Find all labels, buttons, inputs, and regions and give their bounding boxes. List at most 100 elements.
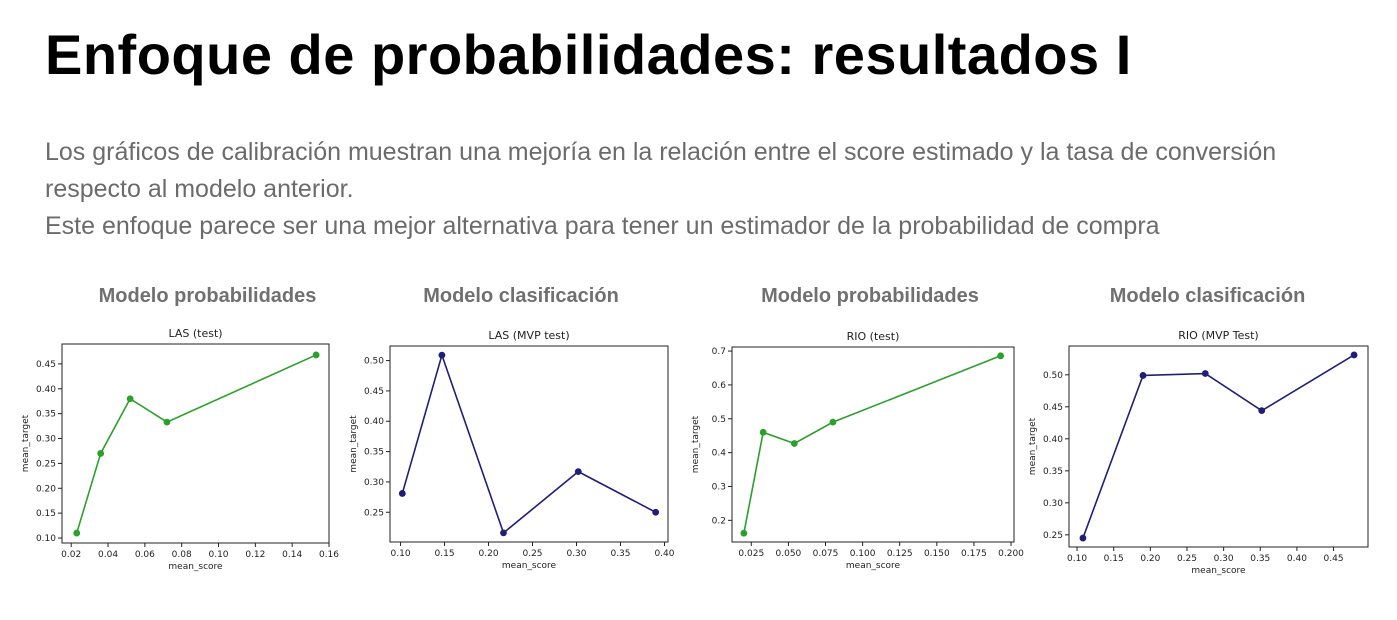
chart-title: RIO (MVP Test) — [1178, 329, 1258, 342]
x-tick-label: 0.150 — [924, 549, 950, 559]
data-point — [1350, 351, 1358, 359]
plot-frame — [731, 346, 1015, 543]
x-tick-label: 0.10 — [391, 549, 411, 559]
x-tick-label: 0.100 — [850, 549, 876, 559]
y-axis-label: mean_target — [1028, 417, 1038, 475]
x-tick-label: 0.04 — [98, 550, 118, 560]
x-tick-label: 0.025 — [738, 549, 764, 559]
x-tick-label: 0.14 — [282, 550, 302, 560]
chart-title: LAS (test) — [168, 327, 222, 340]
x-tick-label: 0.30 — [566, 549, 586, 559]
y-tick-label: 0.30 — [364, 478, 384, 488]
y-tick-label: 0.45 — [1043, 403, 1063, 413]
panel-heading: Modelo clasificación — [423, 285, 619, 307]
x-tick-label: 0.16 — [319, 550, 339, 560]
y-tick-label: 0.30 — [36, 435, 56, 445]
slide-title: Enfoque de probabilidades: resultados I — [45, 23, 1132, 86]
chart-title: RIO (test) — [847, 330, 900, 343]
body-paragraph-2: Este enfoque parece ser una mejor altern… — [45, 212, 1160, 240]
x-tick-label: 0.20 — [1140, 554, 1160, 564]
x-axis-label: mean_score — [502, 561, 557, 571]
calibration-chart-rio-mvp: RIO (MVP Test) 0.10 0.15 0.20 0.25 0.30 0.35 0.… — [1028, 329, 1369, 576]
y-tick-label: 0.20 — [36, 484, 56, 494]
x-axis-label: mean_score — [168, 562, 223, 572]
x-tick-label: 0.12 — [245, 550, 265, 560]
y-tick-label: 0.7 — [712, 347, 726, 357]
data-point — [500, 529, 507, 537]
y-tick-label: 0.50 — [1043, 371, 1063, 381]
y-tick-label: 0.40 — [1043, 435, 1063, 445]
data-point — [997, 352, 1005, 360]
body-paragraph-1: Los gráficos de calibración muestran una… — [45, 138, 1277, 203]
data-point — [1139, 372, 1147, 379]
y-tick-label: 0.35 — [364, 448, 384, 458]
y-tick-label: 0.45 — [36, 360, 56, 370]
data-point — [1079, 534, 1087, 542]
x-axis-label: mean_score — [1191, 566, 1246, 576]
y-axis-label: mean_target — [691, 415, 701, 473]
data-point — [97, 450, 105, 457]
x-tick-label: 0.40 — [1287, 554, 1307, 564]
y-tick-label: 0.15 — [36, 509, 56, 519]
panel-heading: Modelo probabilidades — [98, 285, 317, 307]
x-tick-label: 0.125 — [887, 549, 913, 559]
data-point — [73, 529, 81, 537]
y-tick-label: 0.30 — [1043, 499, 1063, 509]
series-line — [1082, 354, 1355, 539]
x-tick-label: 0.15 — [435, 549, 455, 559]
x-tick-label: 0.30 — [1214, 554, 1234, 564]
data-point — [126, 395, 134, 403]
chart-title: LAS (MVP test) — [488, 329, 569, 342]
data-point — [759, 428, 767, 436]
data-point — [790, 440, 798, 447]
x-tick-label: 0.06 — [135, 550, 155, 560]
y-tick-label: 0.45 — [364, 387, 384, 397]
data-point — [163, 418, 171, 426]
y-tick-label: 0.25 — [36, 459, 56, 469]
calibration-chart-las-mvp: LAS (MVP test) 0.10 0.15 0.20 0.25 0.30 0.35 0.… — [349, 329, 675, 571]
y-tick-label: 0.35 — [36, 410, 56, 420]
data-point — [574, 468, 582, 476]
data-point — [398, 490, 406, 497]
data-point — [312, 351, 320, 359]
y-tick-label: 0.25 — [364, 508, 384, 518]
x-tick-label: 0.40 — [654, 549, 674, 559]
y-tick-label: 0.10 — [36, 534, 56, 544]
x-tick-label: 0.02 — [61, 550, 81, 560]
y-tick-label: 0.40 — [36, 385, 56, 395]
y-axis-label: mean_target — [21, 414, 31, 472]
series-line — [401, 352, 657, 535]
x-tick-label: 0.25 — [522, 549, 542, 559]
x-tick-label: 0.175 — [961, 549, 987, 559]
x-tick-label: 0.35 — [610, 549, 630, 559]
series-line — [75, 354, 317, 534]
x-tick-label: 0.35 — [1250, 554, 1270, 564]
data-point — [438, 351, 446, 359]
x-tick-label: 0.25 — [1177, 554, 1197, 564]
y-tick-label: 0.2 — [712, 516, 726, 526]
data-point — [829, 418, 837, 426]
y-tick-label: 0.40 — [364, 417, 384, 427]
panel-heading: Modelo probabilidades — [761, 285, 979, 307]
data-point — [652, 508, 660, 516]
plot-frame — [1068, 345, 1369, 548]
y-tick-label: 0.6 — [712, 381, 727, 391]
plot-frame — [61, 343, 330, 544]
y-tick-label: 0.4 — [712, 449, 727, 459]
x-tick-label: 0.15 — [1104, 554, 1124, 564]
x-tick-label: 0.08 — [172, 550, 192, 560]
x-tick-label: 0.10 — [1067, 554, 1087, 564]
x-tick-label: 0.050 — [776, 549, 802, 559]
data-point — [1201, 370, 1209, 377]
y-tick-label: 0.35 — [1043, 467, 1063, 477]
y-tick-label: 0.3 — [712, 482, 726, 492]
y-axis-label: mean_target — [349, 415, 359, 473]
plot-frame — [389, 345, 669, 543]
x-tick-label: 0.200 — [998, 549, 1024, 559]
y-tick-label: 0.25 — [1043, 531, 1063, 541]
calibration-chart-las-test: LAS (test) 0.02 0.04 0.06 0.08 0.10 0.12 0.14 0.… — [21, 327, 339, 572]
x-tick-label: 0.075 — [813, 549, 839, 559]
data-point — [1258, 407, 1266, 415]
y-tick-label: 0.5 — [712, 415, 726, 425]
x-tick-label: 0.10 — [208, 550, 228, 560]
